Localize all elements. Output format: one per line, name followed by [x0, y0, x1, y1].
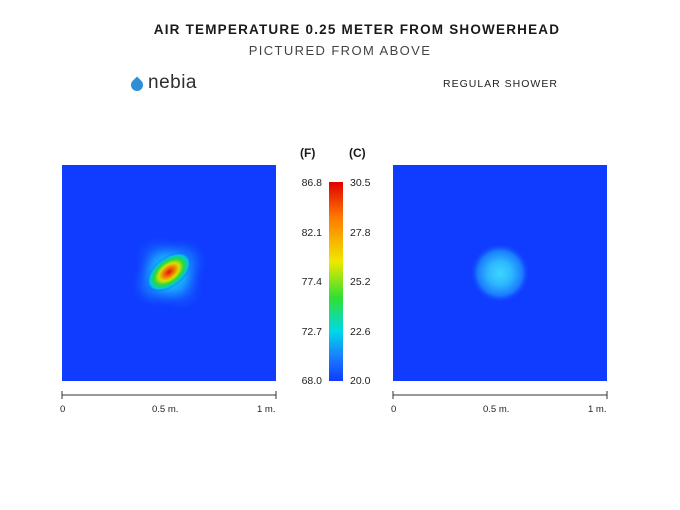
- x-tick-left-0: 0: [60, 404, 66, 415]
- x-tick-left-1: 1 m.: [257, 404, 276, 415]
- x-tick-left-mid: 0.5 m.: [152, 404, 179, 415]
- tick-f: 82.1: [301, 227, 322, 239]
- heat-core: [146, 252, 192, 292]
- tick-f: 86.8: [301, 177, 322, 189]
- nebia-logo: nebia: [128, 72, 221, 96]
- heat-spot: [470, 243, 530, 303]
- x-tick-right-1: 1 m.: [588, 404, 607, 415]
- x-axis-left: [61, 391, 277, 399]
- brand-name: nebia: [148, 72, 197, 93]
- tick-c: 30.5: [350, 177, 371, 189]
- x-axis-right: [392, 391, 608, 399]
- x-tick-right-mid: 0.5 m.: [483, 404, 510, 415]
- tick-f: 68.0: [301, 375, 322, 387]
- heatmap-regular: [393, 165, 607, 381]
- unit-celsius: (C): [349, 146, 366, 160]
- tick-c: 20.0: [350, 375, 371, 387]
- tick-f: 77.4: [301, 276, 322, 288]
- tick-f: 72.7: [301, 326, 322, 338]
- heatmap-nebia: [62, 165, 276, 381]
- tick-c: 27.8: [350, 227, 371, 239]
- colorbar: [329, 182, 343, 381]
- drop-icon: [128, 76, 146, 94]
- x-tick-right-0: 0: [391, 404, 397, 415]
- regular-shower-label: REGULAR SHOWER: [443, 78, 558, 90]
- x-axes: [61, 391, 608, 399]
- unit-fahrenheit: (F): [300, 146, 316, 160]
- chart-title: AIR TEMPERATURE 0.25 METER FROM SHOWERHE…: [153, 22, 561, 37]
- tick-c: 22.6: [350, 326, 371, 338]
- chart-subtitle: PICTURED FROM ABOVE: [248, 43, 432, 58]
- tick-c: 25.2: [350, 276, 371, 288]
